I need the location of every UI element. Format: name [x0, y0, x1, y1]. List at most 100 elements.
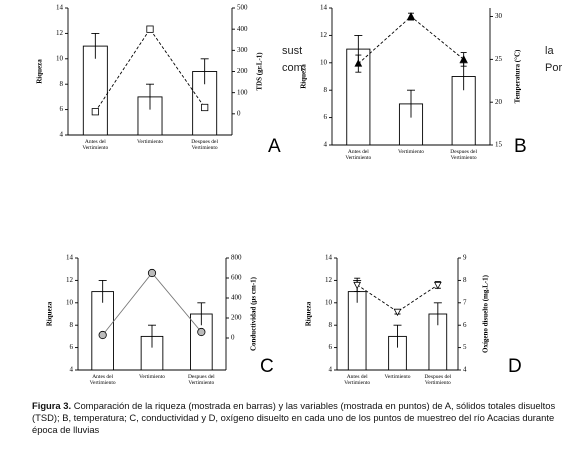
point-marker	[353, 281, 362, 290]
x-tick-label: Antes del Vertimiento	[345, 149, 372, 161]
y-tick-label: 12	[66, 276, 74, 284]
y2-axis-label: Conductividad (µs cm-1)	[250, 276, 258, 351]
y2-axis-label: Oxígeno disuelto (mg.L-1)	[482, 274, 490, 353]
y2-tick-label: 25	[495, 55, 503, 63]
y-tick-label: 8	[70, 321, 74, 329]
y2-tick-label: 200	[231, 314, 242, 322]
point-marker	[459, 54, 468, 63]
y-tick-label: 6	[329, 343, 333, 351]
y-tick-label: 10	[325, 298, 333, 306]
x-tick-label: Despues del Vertimiento	[450, 149, 478, 161]
y2-tick-label: 8	[463, 276, 467, 284]
point-marker	[354, 59, 363, 67]
error-bar	[197, 302, 206, 326]
y-tick-label: 14	[325, 254, 333, 262]
error-bar	[433, 302, 442, 326]
y2-tick-label: 0	[237, 109, 241, 117]
y-tick-label: 4	[70, 366, 74, 374]
x-tick-label: Vertimiento	[139, 374, 165, 380]
x-tick-label: Antes del Vertimiento	[82, 139, 109, 151]
y2-tick-label: 300	[237, 46, 248, 54]
y-tick-label: 4	[324, 141, 328, 149]
point-marker	[201, 103, 209, 112]
y-axis-label: Riqueza	[300, 64, 308, 89]
y2-tick-label: 4	[463, 366, 467, 374]
point-marker	[147, 268, 157, 278]
error-bar	[200, 58, 209, 85]
point-marker	[91, 108, 99, 116]
y-tick-label: 8	[60, 80, 64, 88]
x-tick-label: Vertimiento	[398, 149, 424, 155]
y-tick-label: 12	[56, 29, 64, 37]
text-fragment: Por	[545, 62, 563, 74]
y2-tick-label: 0	[231, 334, 235, 342]
y2-tick-label: 400	[231, 294, 242, 302]
text-fragment: sust	[282, 45, 303, 57]
y2-tick-label: 15	[495, 141, 503, 149]
x-tick-label: Despues del Vertimiento	[191, 139, 219, 151]
y-tick-label: 10	[56, 54, 64, 62]
y-axis-label: Riqueza	[46, 301, 54, 326]
y-tick-label: 6	[70, 343, 74, 351]
x-tick-label: Vertimiento	[384, 374, 411, 380]
y2-tick-label: 800	[231, 254, 242, 262]
caption-text: Comparación de la riqueza (mostrada en b…	[32, 400, 556, 435]
error-bar	[146, 83, 154, 110]
panel-letter: A	[268, 136, 281, 157]
error-bar	[393, 324, 402, 348]
x-tick-label: Vertimiento	[137, 139, 163, 145]
y2-tick-label: 600	[231, 274, 242, 282]
y2-tick-label: 100	[237, 88, 248, 96]
text-fragment: com	[282, 62, 303, 74]
x-tick-label: Antes del Vertimiento	[344, 374, 371, 386]
y-tick-label: 6	[324, 113, 328, 121]
point-marker	[393, 308, 402, 317]
y2-tick-label: 9	[463, 254, 467, 262]
y-axis-label: Riqueza	[36, 59, 44, 84]
point-marker	[146, 25, 154, 33]
panel-letter: C	[260, 356, 274, 377]
y2-tick-label: 20	[495, 98, 503, 106]
error-bar	[98, 279, 107, 303]
error-bar	[148, 324, 156, 348]
x-tick-label: Despues del Vertimiento	[424, 374, 452, 386]
y-tick-label: 14	[320, 4, 328, 12]
point-line	[356, 284, 439, 313]
y2-tick-label: 7	[463, 298, 467, 306]
bar	[91, 291, 114, 371]
y-tick-label: 8	[329, 321, 333, 329]
y-tick-label: 10	[320, 58, 328, 66]
point-marker	[433, 281, 442, 290]
point-marker	[197, 327, 206, 337]
y-tick-label: 10	[66, 298, 74, 306]
x-tick-label: Despues del Vertimiento	[187, 374, 215, 386]
y2-axis-label: Temperatura (°C)	[514, 49, 522, 103]
panel-letter: D	[508, 356, 522, 377]
caption: Figura 3. Comparación de la riqueza (mos…	[32, 400, 562, 436]
point-line	[94, 28, 206, 112]
caption-label: Figura 3.	[32, 400, 72, 411]
panel-letter: B	[514, 136, 527, 157]
y2-tick-label: 30	[495, 12, 503, 20]
y2-tick-label: 200	[237, 67, 248, 75]
y-tick-label: 8	[324, 86, 328, 94]
y2-tick-label: 500	[237, 4, 248, 12]
y-tick-label: 4	[60, 131, 64, 139]
y2-tick-label: 6	[463, 321, 467, 329]
bar	[82, 45, 108, 136]
y2-tick-label: 400	[237, 25, 248, 33]
error-bar	[91, 32, 100, 59]
bar	[347, 291, 367, 371]
y2-tick-label: 5	[463, 343, 467, 351]
text-fragment: la	[545, 45, 554, 57]
error-bar	[407, 89, 415, 118]
point-line	[358, 15, 464, 64]
y-tick-label: 12	[325, 276, 333, 284]
y2-axis-label: TDS (gr.L-1)	[256, 52, 264, 91]
x-tick-label: Antes del Vertimiento	[89, 374, 116, 386]
point-marker	[98, 330, 107, 340]
point-marker	[407, 12, 415, 20]
y-tick-label: 14	[56, 4, 64, 12]
